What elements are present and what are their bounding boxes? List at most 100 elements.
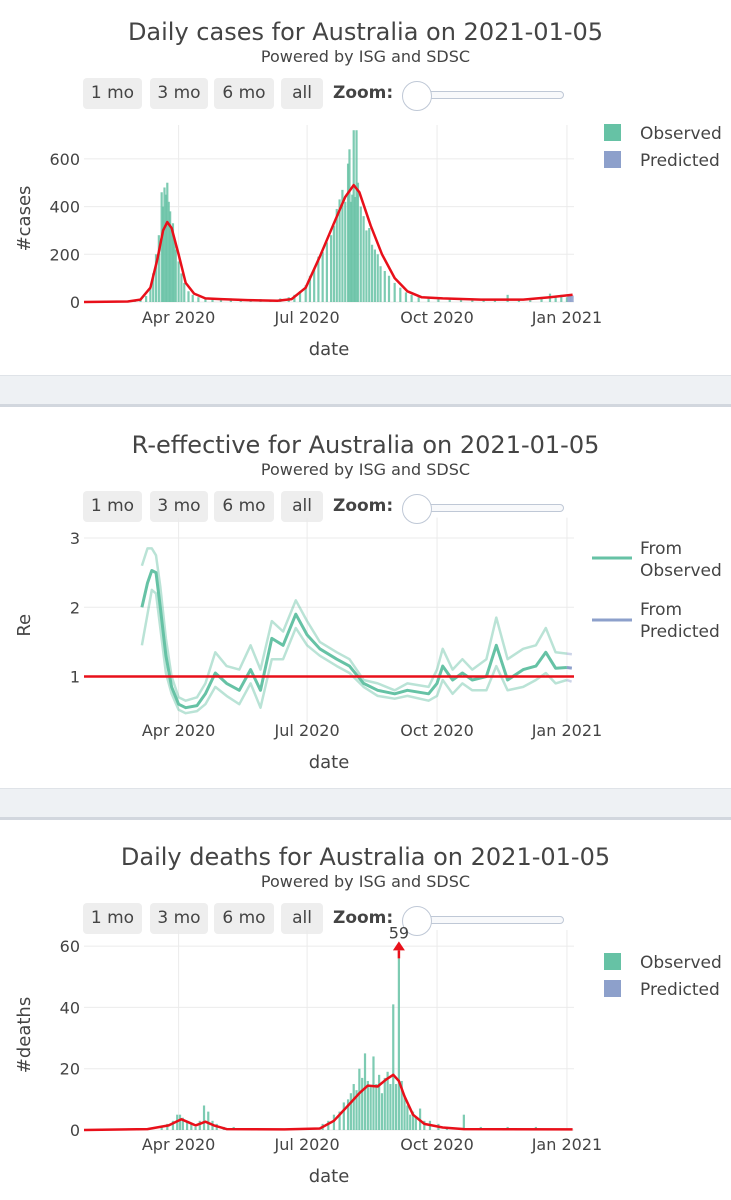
observed-bar [368,228,371,302]
range-button-6mo[interactable]: 6 mo [214,491,274,522]
observed-bar [332,225,336,302]
observed-bar [462,1114,465,1130]
observed-bar [154,254,158,302]
observed-bar [157,235,160,302]
range-button-1mo[interactable]: 1 mo [83,78,142,109]
observed-bar [163,187,166,302]
gridlines [84,930,574,1131]
observed-bar [211,299,214,302]
observed-bar [394,1084,398,1130]
y-axis-title: Re [14,614,35,637]
zoom-label: Zoom: [333,496,394,516]
zoom-slider-knob[interactable] [402,494,432,524]
observed-bar [373,249,376,302]
observed-bar [325,242,328,302]
legend-label-predicted: From Predicted [640,600,720,642]
observed-bar [380,1093,384,1130]
observed-bar [363,1053,367,1130]
observed-bar [170,230,173,302]
range-button-all[interactable]: all [281,903,323,934]
x-axis-title: date [309,339,350,360]
range-button-1mo[interactable]: 1 mo [83,903,142,934]
observed-bar [169,211,172,302]
observed-bar [383,1077,386,1130]
range-button-all[interactable]: all [281,491,323,522]
range-button-1mo[interactable]: 1 mo [83,491,142,522]
observed-bar [178,1114,182,1130]
legend-label-predicted: Predicted [640,151,720,171]
observed-bar [161,206,165,302]
observed-bar [372,1056,375,1130]
observed-bar [399,287,402,302]
zoom-slider-knob[interactable] [402,81,432,111]
observed-bar [375,1084,378,1130]
observed-bar [437,298,440,302]
x-tick-label: Jan 2021 [531,1135,602,1154]
y-tick-label: 2 [70,598,80,617]
observed-bar [335,208,338,302]
range-button-3mo[interactable]: 3 mo [150,903,208,934]
reffective-chart: 1 2 3 Apr 2020 Jul 2020 Oct 2020 Jan 2021 date R… [14,517,722,773]
observed-bar [355,1090,358,1130]
observed-bar [342,1102,345,1130]
observed-bar [383,270,386,302]
y-axis-title: #cases [14,186,35,252]
legend-swatch-predicted [604,151,621,168]
predicted-upper-line [566,652,573,656]
chart-title: Daily cases for Australia on 2021-01-05 [127,18,604,46]
observed-bar [392,1004,395,1130]
observed-bar [417,297,420,302]
observed-bar [423,1120,426,1130]
observed-bar [187,291,190,302]
y-tick-label: 60 [60,937,80,956]
observed-bar [389,1084,392,1130]
annotation-arrow-head [392,941,405,951]
observed-bar [529,299,532,302]
annotation-label: 59 [389,923,409,942]
observed-bar [356,182,360,302]
observed-bar [174,249,177,302]
predicted-lower-line [566,678,574,684]
legend-swatch-predicted [604,980,621,997]
observed-bar [321,251,324,302]
observed-bar [355,130,358,302]
observed-bar [181,1117,184,1130]
panel-separator [0,375,731,407]
cases-panel: Daily cases for Australia on 2021-01-05 … [0,0,731,375]
zoom-slider-knob[interactable] [402,906,432,936]
observed-bar [308,275,312,302]
observed-bar [344,201,347,302]
chart-subtitle: Powered by ISG and SDSC [260,872,471,891]
y-tick-label: 200 [49,245,80,264]
observed-bar [171,223,175,302]
x-tick-label: Apr 2020 [142,1135,215,1154]
observed-bar [166,182,169,302]
legend-swatch-observed [604,124,621,141]
observed-bar [406,1105,409,1130]
observed-bar [427,298,430,302]
observed-bar [191,294,194,302]
observed-bar [354,197,357,302]
observed-bar [379,266,382,302]
observed-bar [403,1096,406,1130]
range-button-6mo[interactable]: 6 mo [214,78,274,109]
range-button-3mo[interactable]: 3 mo [150,491,208,522]
observed-bar [171,1120,175,1130]
observed-bar [149,287,152,302]
range-button-3mo[interactable]: 3 mo [150,78,208,109]
observed-bar [410,294,413,302]
predicted-bar [568,296,571,302]
x-tick-label: Apr 2020 [142,308,215,327]
x-tick-label: Jul 2020 [274,721,340,740]
x-tick-label: Apr 2020 [142,721,215,740]
observed-bar [349,1093,352,1130]
panel-separator [0,788,731,820]
observed-bar [317,256,320,302]
observed-bar [414,1117,417,1130]
range-button-6mo[interactable]: 6 mo [214,903,274,934]
observed-bar [361,1077,364,1130]
y-tick-label: 0 [70,1121,80,1140]
legend-label-observed: Observed [640,124,722,144]
observed-bar [358,1068,361,1130]
range-button-all[interactable]: all [281,78,323,109]
